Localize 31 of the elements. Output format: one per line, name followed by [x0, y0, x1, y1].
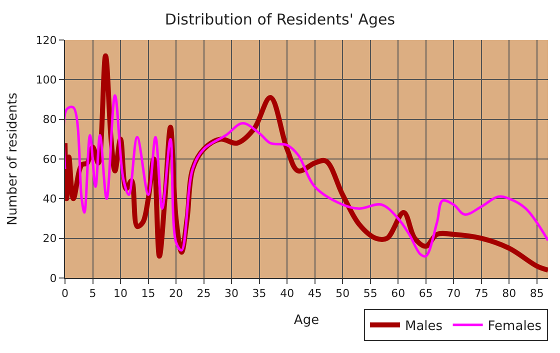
x-tick-label: 50: [336, 287, 350, 300]
x-tick-label: 5: [89, 287, 96, 300]
x-axis-title: Age: [294, 312, 320, 328]
x-tick-label: 70: [446, 287, 461, 300]
x-tick-label: 45: [308, 287, 322, 300]
y-tick-label: 0: [50, 272, 57, 285]
x-tick-label: 85: [530, 287, 544, 300]
x-tick-label: 65: [418, 287, 433, 300]
x-tick-label: 40: [280, 287, 294, 300]
chart-title: Distribution of Residents' Ages: [164, 10, 396, 29]
y-axis-title: Number of residents: [6, 92, 21, 226]
y-tick-label: 40: [42, 192, 57, 206]
x-tick-label: 10: [114, 287, 128, 300]
x-tick-label: 30: [224, 287, 239, 300]
x-tick-label: 80: [502, 287, 516, 300]
legend-label: Females: [488, 318, 542, 334]
line-series: [65, 94, 548, 258]
x-tick-label: 15: [141, 287, 156, 300]
y-tick-label: 60: [42, 152, 57, 166]
x-tick-label: 55: [363, 287, 378, 300]
y-tick-label: 120: [36, 34, 57, 47]
x-tick-label: 60: [391, 287, 406, 300]
y-tick-label: 100: [36, 74, 57, 87]
x-tick-label: 25: [196, 287, 211, 300]
legend-label: Males: [405, 318, 443, 334]
x-tick-label: 35: [252, 287, 266, 300]
y-tick-label: 80: [42, 113, 57, 126]
x-tick-label: 0: [62, 287, 68, 300]
x-tick-label: 75: [474, 287, 488, 300]
y-tick-label: 20: [42, 232, 57, 246]
x-tick-label: 20: [169, 287, 184, 300]
